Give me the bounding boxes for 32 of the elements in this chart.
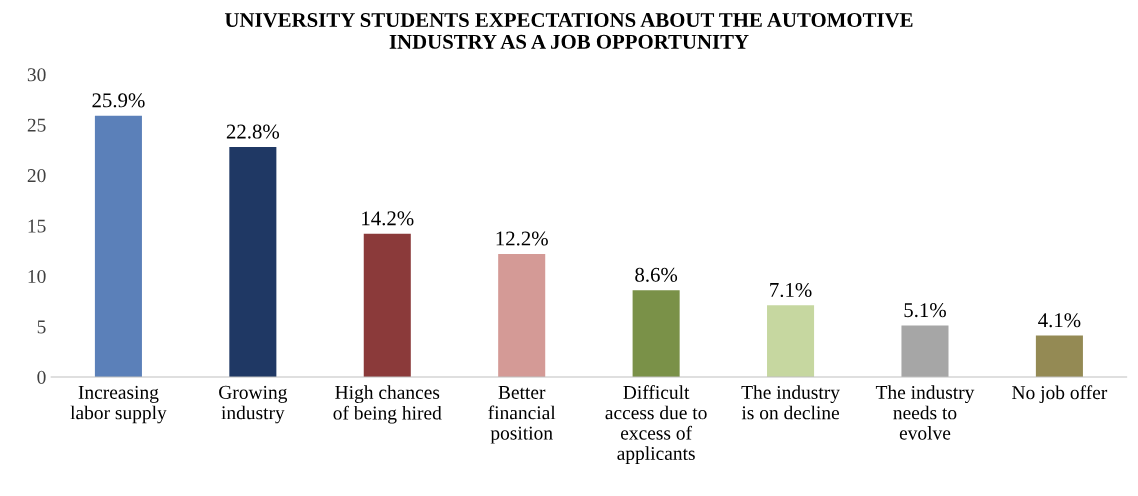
x-tick-label: High chances of being hired — [333, 385, 442, 424]
x-tick-label: Better financial position — [488, 386, 556, 444]
chart-title: UNIVERSITY STUDENTS EXPECTATIONS ABOUT THE AUTOMOTIVE INDUSTRY AS A JOB OPPORTUNITY — [224, 13, 913, 49]
x-tick-label: The industry needs to evolve — [875, 385, 975, 440]
bar — [901, 325, 949, 377]
y-tick-label: 15 — [28, 219, 46, 233]
x-tick-label: Difficult access due to excess of applicants — [605, 385, 707, 464]
data-label: 22.8% — [226, 124, 280, 139]
bar — [1035, 335, 1083, 377]
data-label: 25.9% — [92, 93, 145, 108]
data-label: 4.1% — [1038, 313, 1081, 328]
y-tick-label: 10 — [28, 269, 46, 284]
data-label: 7.1% — [770, 282, 812, 298]
x-tick-label: The industry is on decline — [741, 385, 840, 420]
data-label: 8.6% — [635, 267, 678, 282]
y-tick-label: 20 — [27, 169, 46, 183]
bar — [498, 253, 546, 377]
x-tick-label: Increasing labor supply — [70, 385, 167, 424]
y-tick-label: 25 — [27, 118, 46, 132]
y-tick-label: 5 — [37, 320, 46, 334]
data-label: 14.2% — [362, 211, 414, 226]
bar — [94, 115, 142, 377]
bar — [632, 290, 680, 377]
bar — [363, 233, 411, 377]
data-label: 5.1% — [904, 303, 946, 318]
bar — [229, 147, 277, 377]
y-tick-label: 0 — [37, 370, 46, 384]
x-tick-label: Growing industry — [219, 385, 288, 424]
data-label: 12.2% — [496, 231, 548, 246]
bar — [767, 305, 815, 377]
y-tick-label: 30 — [27, 68, 46, 82]
x-tick-label: No job offer — [1012, 385, 1108, 404]
